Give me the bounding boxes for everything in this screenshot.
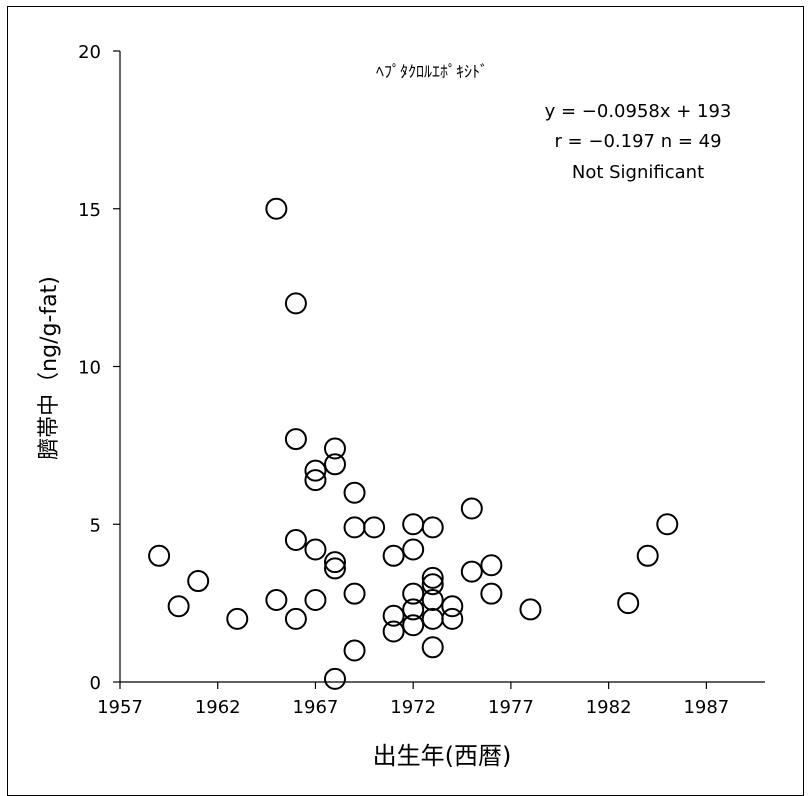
data-point	[519, 598, 542, 621]
y-axis-label: 臍帯中（ng/g-fat)	[37, 276, 62, 460]
data-point	[421, 588, 444, 611]
data-point	[324, 667, 346, 690]
data-point	[343, 582, 366, 605]
data-point	[265, 588, 288, 611]
x-axis-label: 出生年(西暦)	[373, 742, 512, 770]
correlation-stats: r = −0.197 n = 49	[554, 131, 721, 152]
data-point	[187, 570, 210, 593]
data-point	[284, 529, 307, 552]
data-point	[304, 469, 327, 492]
data-point	[382, 544, 405, 567]
regression-equation: y = −0.0958x + 193	[545, 101, 732, 122]
data-point	[324, 437, 346, 460]
data-point	[402, 614, 425, 637]
data-point	[304, 459, 327, 482]
x-tick-label: 1982	[586, 697, 632, 718]
x-tick-label: 1972	[390, 697, 436, 718]
x-tick-label: 1977	[488, 697, 534, 718]
data-point	[284, 607, 307, 630]
data-point	[441, 607, 464, 630]
data-point	[421, 607, 444, 630]
data-point	[441, 595, 464, 618]
data-point	[324, 453, 346, 476]
x-tick-label: 1987	[683, 697, 729, 718]
chart-frame	[7, 6, 804, 796]
data-point	[402, 538, 425, 561]
y-tick-label: 10	[78, 358, 101, 379]
data-point	[460, 560, 483, 583]
data-point	[304, 538, 327, 561]
significance-label: Not Significant	[572, 162, 704, 183]
data-point	[421, 566, 444, 589]
data-point	[402, 598, 425, 621]
data-point	[480, 554, 503, 577]
y-tick-label: 5	[90, 515, 101, 536]
data-point	[343, 639, 366, 662]
data-point	[460, 497, 483, 520]
data-point	[656, 513, 679, 536]
data-point	[148, 544, 171, 567]
data-point	[226, 607, 249, 630]
data-point	[636, 544, 659, 567]
data-point	[382, 604, 405, 627]
x-tick-label: 1962	[195, 697, 241, 718]
y-tick-label: 20	[78, 42, 101, 63]
data-point	[617, 592, 640, 615]
data-point	[402, 582, 425, 605]
data-point	[324, 551, 346, 574]
data-point	[480, 582, 503, 605]
data-point	[284, 428, 307, 451]
data-point	[382, 620, 405, 643]
data-point	[167, 595, 190, 618]
data-point	[304, 588, 327, 611]
data-point	[402, 513, 425, 536]
data-point	[343, 481, 366, 504]
data-point	[324, 557, 346, 580]
data-point	[421, 636, 444, 659]
data-point	[343, 516, 366, 539]
data-point	[421, 573, 444, 596]
y-tick-label: 15	[78, 200, 101, 221]
data-point	[421, 516, 444, 539]
data-points	[148, 197, 679, 690]
chart-title: ﾍﾌﾟﾀｸﾛﾙｴﾎﾟｷｼﾄﾞ	[376, 62, 488, 81]
data-point	[284, 292, 307, 315]
data-point	[265, 197, 288, 220]
ticks: 1957 1962 1967 1972 1977 1982 1987 0 5 10 15 20	[78, 42, 729, 718]
y-tick-label: 0	[90, 673, 101, 694]
x-tick-label: 1967	[293, 697, 339, 718]
x-tick-label: 1957	[97, 697, 143, 718]
data-point	[363, 516, 386, 539]
